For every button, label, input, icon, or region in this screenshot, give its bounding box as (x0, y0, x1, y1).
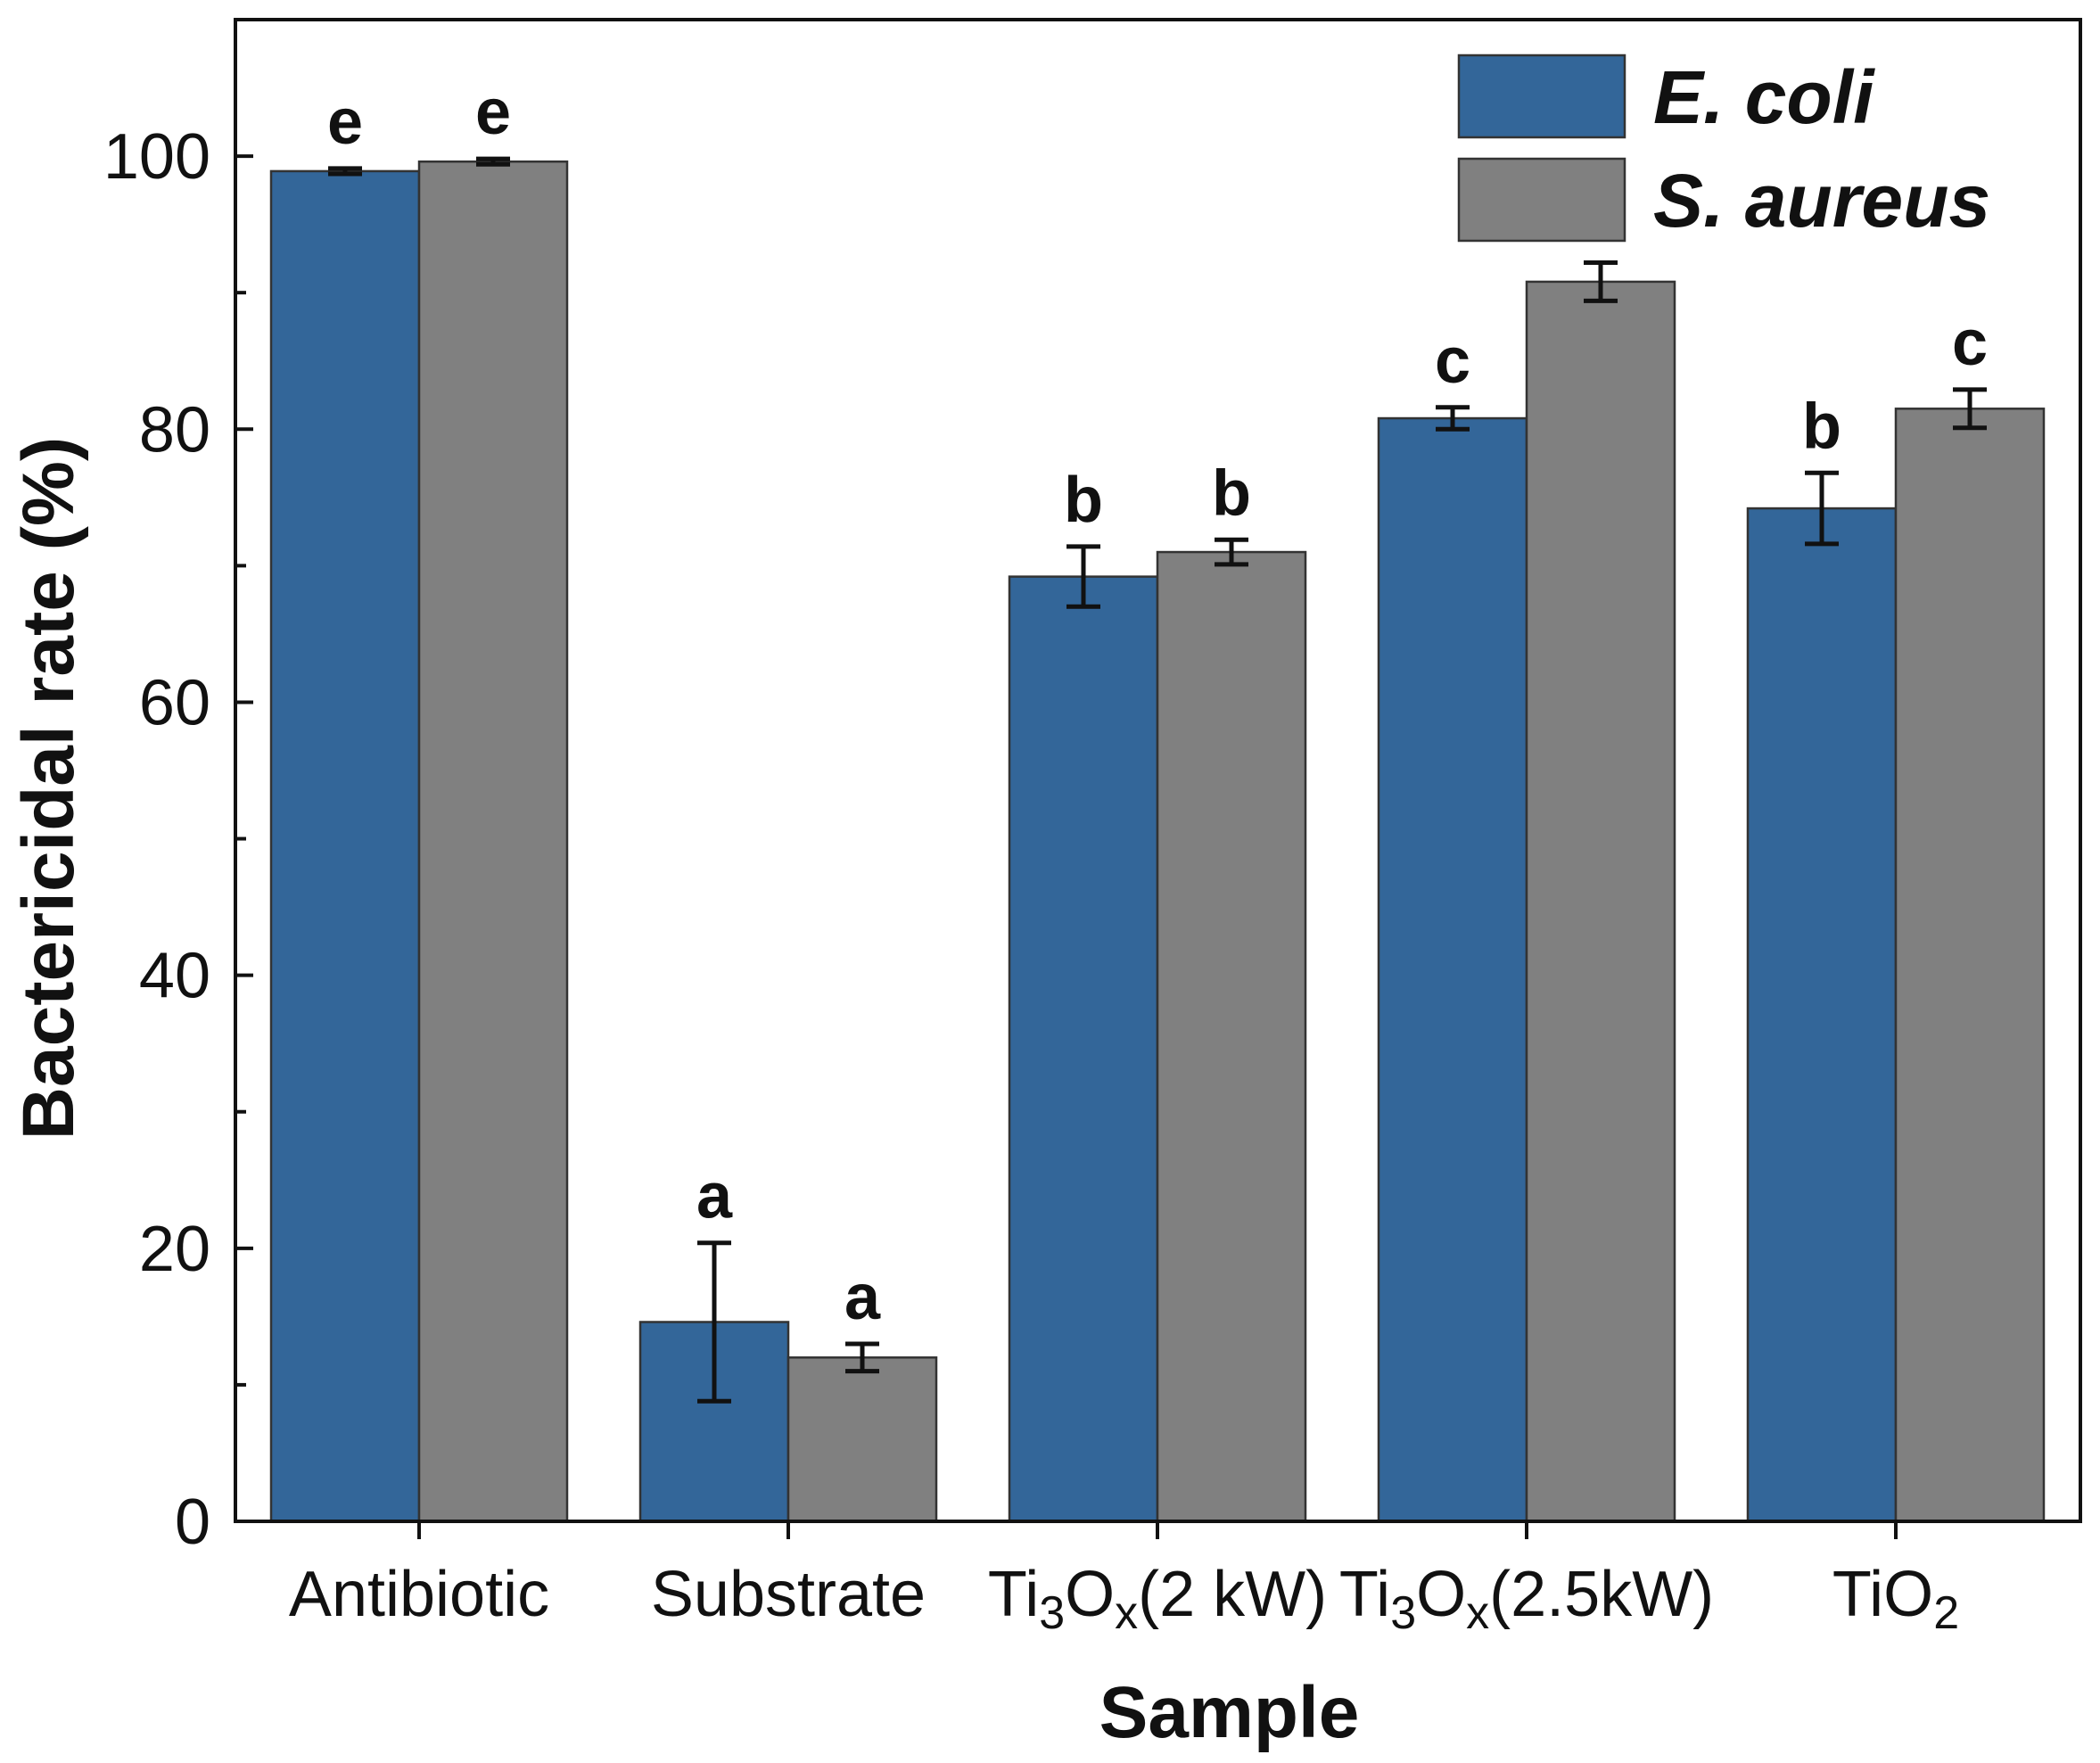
legend-swatch-ecoli (1457, 54, 1626, 139)
y-axis-title: Bactericidal rate (%) (8, 437, 89, 1140)
bar-ecoli-3 (1377, 416, 1528, 1523)
x-tick-label-3: Ti3Ox(2.5kW) (1339, 1559, 1714, 1639)
x-tick-text: O (1416, 1559, 1466, 1630)
significance-label-1-4: c (1952, 308, 1988, 379)
x-tick-subscript: x (1466, 1587, 1489, 1639)
significance-label-1-2: b (1212, 457, 1251, 529)
y-tick-label-100: 100 (103, 121, 210, 193)
x-tick-subscript: 3 (1039, 1587, 1065, 1639)
x-tick-subscript: 2 (1933, 1587, 1959, 1639)
legend-swatch-saureus (1457, 157, 1626, 243)
legend: E. coli S. aureus (1457, 54, 1990, 243)
bar-saureus-3 (1525, 280, 1676, 1523)
bar-ecoli-0 (269, 169, 421, 1523)
x-tick-subscript: 3 (1390, 1587, 1416, 1639)
y-tick-label-60: 60 (139, 667, 210, 738)
significance-label-1-0: e (475, 77, 511, 148)
y-axis: 0 20 40 60 80 100 (103, 18, 253, 1558)
x-tick-text: (2.5kW) (1489, 1559, 1714, 1630)
x-tick-label-2: Ti3Ox(2 kW) (988, 1559, 1327, 1639)
bar-ecoli-2 (1008, 575, 1159, 1523)
bars-layer (269, 160, 2046, 1523)
significance-label-0-2: b (1064, 465, 1103, 536)
legend-label-saureus: S. aureus (1653, 159, 1990, 243)
x-tick-text: Ti (988, 1559, 1039, 1630)
x-tick-text: O (1065, 1559, 1115, 1630)
x-tick-text: TiO (1832, 1559, 1933, 1630)
y-tick-label-80: 80 (139, 394, 210, 465)
y-tick-label-0: 0 (175, 1487, 210, 1558)
significance-label-1-1: a (844, 1262, 881, 1333)
bar-saureus-1 (786, 1356, 938, 1523)
x-tick-text: (2 kW) (1138, 1559, 1327, 1630)
x-tick-label-4: TiO2 (1832, 1559, 1959, 1639)
significance-label-0-0: e (327, 87, 363, 158)
x-axis-title: Sample (1099, 1672, 1360, 1753)
y-tick-label-40: 40 (139, 941, 210, 1012)
bar-saureus-4 (1894, 408, 2046, 1523)
x-axis: Antibiotic Substrate Ti3Ox(2 kW) Ti3Ox(2.5k… (289, 1521, 1959, 1639)
bar-saureus-2 (1156, 550, 1307, 1523)
x-tick-subscript: x (1115, 1587, 1138, 1639)
x-tick-label-1: Substrate (651, 1559, 926, 1630)
significance-label-0-3: c (1435, 325, 1470, 397)
significance-label-0-1: a (696, 1161, 733, 1232)
x-tick-text: Ti (1339, 1559, 1390, 1630)
x-tick-text: Substrate (651, 1559, 926, 1630)
x-tick-text: Antibiotic (289, 1559, 549, 1630)
y-tick-label-20: 20 (139, 1214, 210, 1285)
x-tick-label-0: Antibiotic (289, 1559, 549, 1630)
error-bars-layer (328, 156, 1987, 1404)
legend-label-ecoli: E. coli (1653, 55, 1875, 139)
significance-label-0-4: b (1802, 391, 1841, 462)
bar-saureus-0 (417, 160, 569, 1523)
bar-ecoli-4 (1746, 507, 1898, 1523)
